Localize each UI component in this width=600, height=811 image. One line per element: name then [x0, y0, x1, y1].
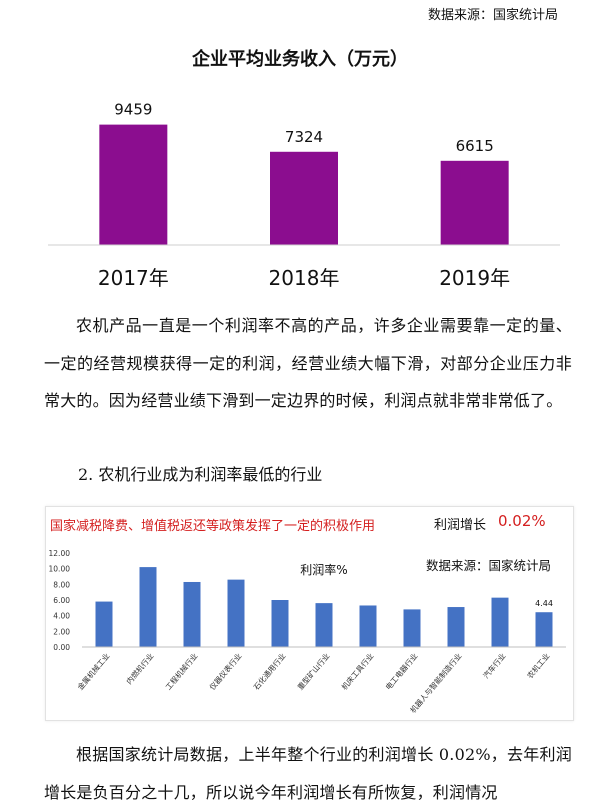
profit-rate-y-ticks: 0.00 2.00 4.00 6.00 8.00 10.00 12.00 [49, 549, 71, 652]
profit-rate-bar [95, 601, 113, 647]
y-tick-label: 12.00 [49, 549, 71, 558]
policy-note: 国家减税降费、增值税返还等政策发挥了一定的积极作用 [50, 519, 376, 534]
paragraph-profit-growth: 根据国家统计局数据，上半年整个行业的利润增长 0.02%，去年利润增长是负百分之… [44, 745, 572, 802]
profit-rate-bar [403, 609, 421, 647]
profit-rate-bar [359, 605, 377, 647]
industry-label: 机床工具行业 [339, 650, 376, 691]
y-tick-label: 8.00 [53, 580, 70, 589]
revenue-bar [440, 160, 509, 245]
profit-rate-bars: 4.44 [95, 567, 553, 647]
industry-label: 农机工业 [525, 650, 552, 680]
industry-label: 电工电器行业 [383, 650, 420, 691]
industry-label: 仪器仪表行业 [207, 650, 244, 691]
data-source-chart2: 数据来源：国家统计局 [426, 558, 552, 573]
y-tick-label: 4.00 [53, 612, 70, 621]
profit-rate-categories: 金属机械工业 内燃机行业 工程机械行业 仪器仪表行业 石化通用行业 重型矿山行业 机床工具行… [75, 650, 552, 714]
revenue-chart-title: 企业平均业务收入（万元） [191, 48, 408, 70]
y-tick-label: 0.00 [53, 643, 70, 652]
revenue-bar [270, 151, 338, 245]
profit-rate-bar [535, 612, 553, 647]
section-heading: 2. 农机行业成为利润率最低的行业 [78, 465, 323, 484]
industry-label: 石化通用行业 [251, 650, 288, 691]
revenue-bars: 9459 2017年 7324 2018年 6615 2019年 [98, 101, 510, 290]
industry-label: 汽车行业 [481, 650, 508, 680]
profit-rate-bar-chart: 利润率% 0.00 2.00 4.00 6.00 8.00 10.00 12.00 4.44… [49, 549, 566, 715]
profit-rate-chart-frame: 利润率% 0.00 2.00 4.00 6.00 8.00 10.00 12.00 4.44… [45, 506, 574, 721]
profit-rate-bar [139, 567, 157, 647]
profit-rate-bar [227, 579, 245, 647]
industry-label: 重型矿山行业 [295, 650, 332, 691]
profit-rate-bar [491, 597, 509, 647]
profit-rate-bar [447, 607, 465, 647]
y-tick-label: 6.00 [53, 596, 70, 605]
profit-rate-bar [271, 600, 289, 647]
nongji-value-label: 4.44 [535, 599, 553, 608]
industry-label: 工程机械行业 [163, 650, 200, 691]
revenue-year-label: 2019年 [439, 266, 510, 290]
profit-rate-bar [315, 603, 333, 647]
revenue-value-label: 9459 [114, 101, 152, 119]
data-source-top: 数据来源：国家统计局 [428, 8, 559, 23]
profit-growth-label: 利润增长 [434, 518, 487, 533]
profit-growth-value: 0.02% [498, 512, 546, 530]
paragraph-profit-pressure: 农机产品一直是一个利润率不高的产品，许多企业需要靠一定的量、一定的经营规模获得一… [44, 316, 572, 410]
revenue-value-label: 7324 [285, 128, 323, 146]
y-tick-label: 2.00 [53, 627, 70, 636]
industry-label: 金属机械工业 [75, 650, 112, 691]
industry-label: 内燃机行业 [124, 650, 156, 686]
y-tick-label: 10.00 [49, 565, 71, 574]
profit-rate-chart-title: 利润率% [300, 562, 347, 577]
revenue-year-label: 2017年 [98, 266, 169, 290]
revenue-value-label: 6615 [456, 137, 494, 155]
revenue-bar [99, 124, 168, 245]
revenue-bar-chart: 企业平均业务收入（万元） 9459 2017年 7324 2018年 6615 2019年 [48, 48, 560, 290]
revenue-year-label: 2018年 [269, 266, 340, 290]
profit-rate-bar [183, 581, 201, 647]
